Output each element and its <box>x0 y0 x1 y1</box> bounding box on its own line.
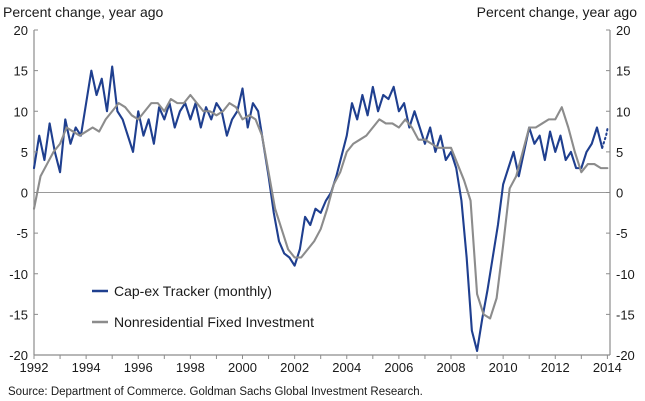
y-tick-label-left: -20 <box>9 348 28 363</box>
y-tick-label-right: -15 <box>616 307 635 322</box>
x-tick-label: 2012 <box>541 360 570 375</box>
x-tick-label: 2006 <box>384 360 413 375</box>
series-line-nonresidential-fixed-investment <box>32 93 609 320</box>
series-line-cap-ex-tracker-monthly <box>32 65 604 352</box>
y-axis-title-right: Percent change, year ago <box>477 4 638 20</box>
y-tick-label-right: 15 <box>616 64 630 79</box>
y-tick-label-left: -5 <box>16 226 28 241</box>
y-axis-title-left: Percent change, year ago <box>3 4 164 20</box>
y-tick-label-right: -5 <box>616 226 628 241</box>
series-layer <box>32 65 609 352</box>
y-tick-label-right: 20 <box>616 23 630 38</box>
x-tick-label: 2002 <box>280 360 309 375</box>
x-tick-label: 1994 <box>72 360 101 375</box>
x-tick-label: 2000 <box>228 360 257 375</box>
y-tick-label-right: 0 <box>616 186 623 201</box>
grid-layer <box>33 30 611 356</box>
y-tick-label-right: 5 <box>616 145 623 160</box>
y-tick-label-left: 10 <box>14 104 28 119</box>
x-tick-label: 2010 <box>489 360 518 375</box>
x-tick-label: 1992 <box>20 360 49 375</box>
y-tick-label-left: 15 <box>14 64 28 79</box>
x-tick-label: 2004 <box>332 360 361 375</box>
y-tick-label-left: 0 <box>21 186 28 201</box>
source-note: Source: Department of Commerce. Goldman … <box>8 386 423 398</box>
y-tick-label-left: 5 <box>21 145 28 160</box>
y-tick-label-right: -20 <box>616 348 635 363</box>
legend: Cap-ex Tracker (monthly) Nonresidential F… <box>92 283 314 330</box>
y-tick-label-right: 10 <box>616 104 630 119</box>
legend-label: Nonresidential Fixed Investment <box>114 314 314 330</box>
x-tick-label: 2008 <box>437 360 466 375</box>
y-tick-label-left: -10 <box>9 267 28 282</box>
y-tick-label-right: -10 <box>616 267 635 282</box>
legend-label: Cap-ex Tracker (monthly) <box>114 283 272 299</box>
x-tick-label: 1996 <box>124 360 153 375</box>
x-tick-label: 1998 <box>176 360 205 375</box>
y-tick-label-left: 20 <box>14 23 28 38</box>
y-tick-label-left: -15 <box>9 307 28 322</box>
series-line-cap-ex-tracker-monthly-projection <box>601 128 609 149</box>
x-tick-label: 2014 <box>593 360 622 375</box>
